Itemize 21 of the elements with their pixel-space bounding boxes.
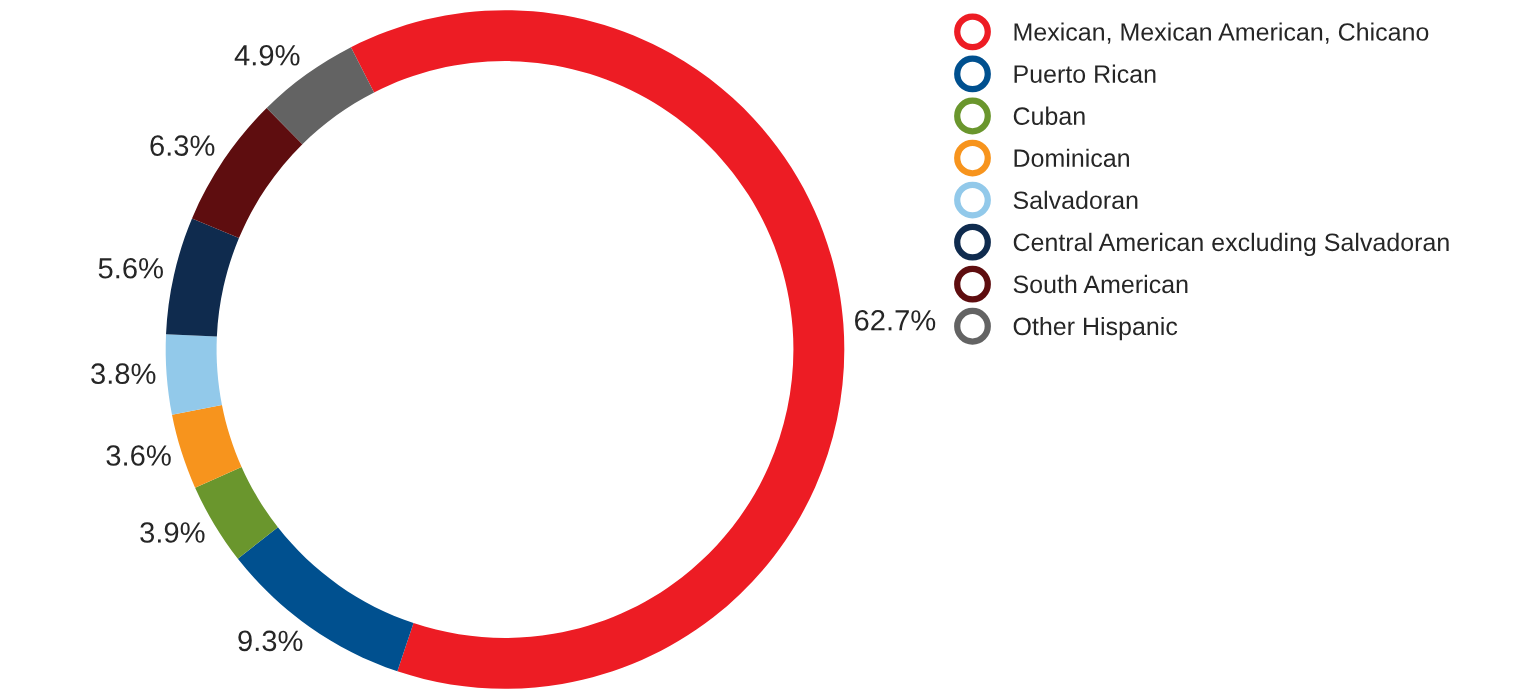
- data-label: 9.3%: [238, 630, 303, 652]
- data-label: 62.7%: [855, 310, 936, 331]
- donut-slice: [237, 527, 414, 672]
- data-label: 4.9%: [234, 44, 300, 66]
- legend-label: Puerto Rican: [1014, 64, 1156, 83]
- data-label: 3.8%: [91, 363, 156, 384]
- data-label: 3.6%: [106, 445, 171, 466]
- donut-slice: [350, 10, 845, 689]
- legend-label: Salvadoran: [1013, 190, 1138, 210]
- data-label: 3.9%: [140, 522, 205, 543]
- data-label: 5.6%: [98, 257, 163, 279]
- legend-label: Cuban: [1013, 106, 1085, 125]
- legend-label: Other Hispanic: [1013, 316, 1178, 341]
- donut-slice: [165, 334, 222, 415]
- data-label: 6.3%: [150, 135, 215, 156]
- donut-slice: [172, 404, 242, 488]
- donut-slice: [166, 218, 239, 337]
- legend-label: Dominican: [1014, 148, 1129, 168]
- legend-label: Mexican, Mexican American, Chicano: [1014, 22, 1429, 44]
- legend-label: South American: [1013, 274, 1188, 294]
- legend-label: Central American excluding Salvadoran: [1013, 232, 1449, 257]
